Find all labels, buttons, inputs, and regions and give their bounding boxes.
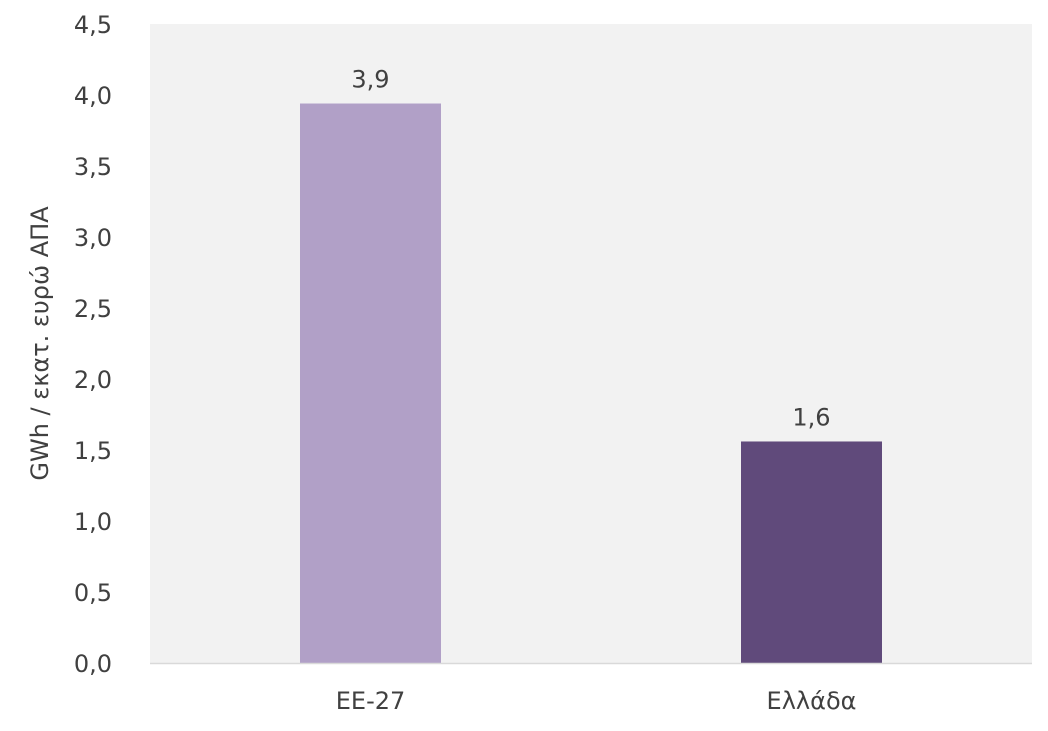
x-tick-label: ΕΕ-27	[336, 687, 406, 715]
plot-area	[150, 24, 1032, 663]
bars	[300, 103, 882, 663]
data-labels: 3,9 1,6	[351, 66, 830, 432]
x-axis-labels: ΕΕ-27 Ελλάδα	[336, 687, 857, 715]
y-tick-label: 4,5	[74, 11, 112, 39]
bar	[300, 103, 441, 663]
y-tick-label: 4,0	[74, 82, 112, 110]
bar-data-label: 3,9	[351, 66, 389, 94]
bar-data-label: 1,6	[792, 403, 830, 431]
bar	[741, 441, 882, 663]
y-tick-label: 2,5	[74, 295, 112, 323]
y-tick-label: 0,5	[74, 579, 112, 607]
y-tick-label: 2,0	[74, 366, 112, 394]
y-tick-label: 3,0	[74, 224, 112, 252]
y-tick-label: 1,0	[74, 508, 112, 536]
x-tick-label: Ελλάδα	[767, 687, 857, 715]
y-axis-title: GWh / εκατ. ευρώ ΑΠΑ	[26, 206, 54, 481]
y-tick-label: 1,5	[74, 437, 112, 465]
y-axis-ticks: 0,0 0,5 1,0 1,5 2,0 2,5 3,0 3,5 4,0 4,5	[74, 11, 112, 678]
y-tick-label: 3,5	[74, 153, 112, 181]
y-tick-label: 0,0	[74, 650, 112, 678]
